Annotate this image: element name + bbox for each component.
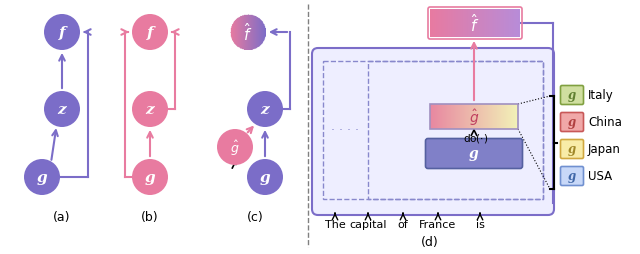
Text: The: The — [324, 219, 346, 229]
Text: z: z — [58, 103, 67, 117]
Text: $\hat{g}$: $\hat{g}$ — [230, 138, 240, 157]
Circle shape — [132, 15, 168, 51]
FancyBboxPatch shape — [561, 167, 584, 186]
FancyBboxPatch shape — [561, 86, 584, 105]
Circle shape — [44, 15, 80, 51]
Text: China: China — [588, 116, 622, 129]
Text: France: France — [419, 219, 456, 229]
Text: $\hat{g}$: $\hat{g}$ — [469, 107, 479, 127]
Circle shape — [132, 92, 168, 128]
Text: g: g — [568, 116, 576, 129]
Circle shape — [247, 159, 283, 195]
Text: USA: USA — [588, 170, 612, 183]
Circle shape — [247, 92, 283, 128]
FancyBboxPatch shape — [561, 113, 584, 132]
FancyBboxPatch shape — [426, 139, 522, 169]
Text: g: g — [260, 170, 270, 184]
Text: $\hat{f}$: $\hat{f}$ — [470, 13, 479, 35]
Text: g: g — [568, 170, 576, 183]
Text: g: g — [568, 143, 576, 156]
Text: f: f — [59, 26, 65, 40]
Circle shape — [24, 159, 60, 195]
Text: (a): (a) — [53, 211, 71, 224]
Text: z: z — [260, 103, 269, 117]
Circle shape — [44, 92, 80, 128]
Text: (b): (b) — [141, 211, 159, 224]
Text: (d): (d) — [421, 235, 439, 248]
Circle shape — [132, 159, 168, 195]
Circle shape — [217, 130, 253, 165]
Text: capital: capital — [349, 219, 387, 229]
Text: of: of — [397, 219, 408, 229]
Text: g: g — [568, 89, 576, 102]
Text: g: g — [145, 170, 156, 184]
Text: f: f — [147, 26, 153, 40]
Text: z: z — [146, 103, 154, 117]
FancyBboxPatch shape — [312, 49, 554, 215]
Text: · · · ·: · · · · — [331, 124, 359, 137]
Text: Japan: Japan — [588, 143, 621, 156]
Text: g: g — [469, 147, 479, 161]
FancyBboxPatch shape — [561, 140, 584, 159]
Text: g: g — [36, 170, 47, 184]
Text: Italy: Italy — [588, 89, 614, 102]
Text: (c): (c) — [246, 211, 264, 224]
Text: is: is — [476, 219, 484, 229]
Text: do($\cdot$): do($\cdot$) — [463, 132, 489, 145]
Text: $\hat{f}$: $\hat{f}$ — [243, 22, 253, 44]
